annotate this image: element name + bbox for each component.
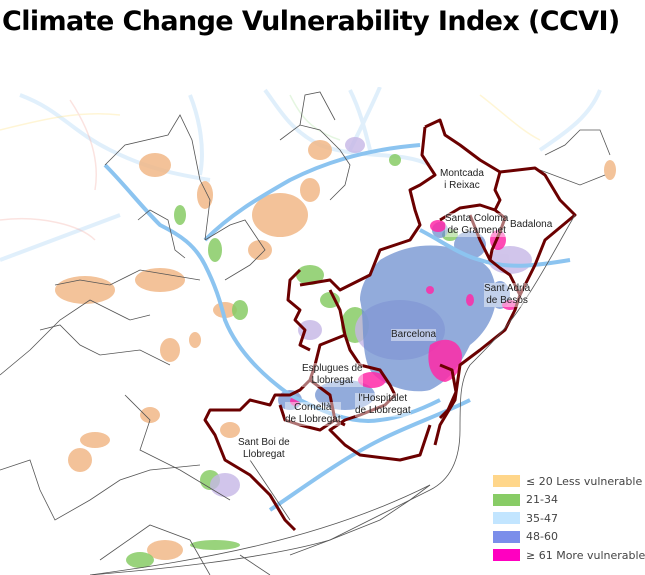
label-cornella: Cornellà de Llobregat bbox=[285, 402, 341, 426]
label-line: de Llobregat bbox=[355, 405, 411, 416]
label-line: l'Hospitalet bbox=[358, 393, 408, 404]
label-line: de Llobregat bbox=[285, 414, 341, 425]
label-line: Llobregat bbox=[243, 449, 285, 460]
legend-label: 35-47 bbox=[526, 511, 558, 525]
label-line: Llobregat bbox=[311, 375, 354, 386]
legend: ≤ 20 Less vulnerable 21-34 35-47 48-60 ≥… bbox=[493, 472, 645, 565]
legend-item-less-vulnerable: ≤ 20 Less vulnerable bbox=[493, 472, 645, 491]
vulnerability-blue-areas bbox=[278, 222, 510, 410]
background-roads bbox=[0, 94, 541, 241]
legend-swatch bbox=[493, 549, 520, 562]
map-title: Climate Change Vulnerability Index (CCVI… bbox=[2, 6, 620, 37]
label-santa-coloma: Santa Coloma de Gramenet bbox=[445, 213, 509, 237]
legend-swatch bbox=[493, 530, 520, 543]
legend-label: ≥ 61 More vulnerable bbox=[526, 548, 645, 562]
label-sant-adria: Sant Adrià de Besòs bbox=[484, 283, 531, 307]
legend-label: 21-34 bbox=[526, 493, 558, 507]
label-line: Cornellà bbox=[294, 402, 332, 413]
municipality-borders bbox=[0, 91, 611, 575]
legend-label: 48-60 bbox=[526, 530, 558, 544]
label-line: Santa Coloma bbox=[445, 213, 509, 224]
label-barcelona: Barcelona bbox=[391, 329, 437, 341]
legend-label: ≤ 20 Less vulnerable bbox=[526, 474, 643, 488]
background-rivers bbox=[0, 87, 602, 262]
label-line: Sant Boi de bbox=[238, 437, 290, 448]
legend-item-more-vulnerable: ≥ 61 More vulnerable bbox=[493, 546, 645, 565]
label-line: Badalona bbox=[510, 219, 553, 230]
legend-swatch bbox=[493, 512, 520, 525]
study-area-boundary bbox=[203, 118, 577, 532]
vulnerability-orange-areas bbox=[55, 140, 616, 560]
label-line: i Reixac bbox=[444, 180, 480, 191]
label-line: Montcada bbox=[440, 168, 484, 179]
label-montcada: Montcada i Reixac bbox=[440, 168, 484, 192]
label-line: Sant Adrià bbox=[484, 283, 531, 294]
label-line: de Gramenet bbox=[447, 225, 506, 236]
label-sant-boi: Sant Boi de Llobregat bbox=[238, 437, 290, 461]
coastline bbox=[89, 214, 576, 575]
legend-swatch bbox=[493, 493, 520, 506]
ccvi-map bbox=[0, 87, 616, 575]
label-badalona: Badalona bbox=[510, 219, 553, 231]
label-esplugues: Esplugues de Llobregat bbox=[302, 363, 363, 387]
label-line: de Besòs bbox=[486, 295, 528, 306]
legend-item-35-47: 35-47 bbox=[493, 509, 645, 528]
legend-swatch bbox=[493, 475, 520, 488]
label-line: Barcelona bbox=[391, 329, 437, 340]
legend-item-21-34: 21-34 bbox=[493, 491, 645, 510]
label-hospitalet: l'Hospitalet de Llobregat bbox=[355, 393, 411, 417]
legend-item-48-60: 48-60 bbox=[493, 528, 645, 547]
label-line: Esplugues de bbox=[302, 363, 363, 374]
river-llobregat bbox=[103, 143, 571, 512]
